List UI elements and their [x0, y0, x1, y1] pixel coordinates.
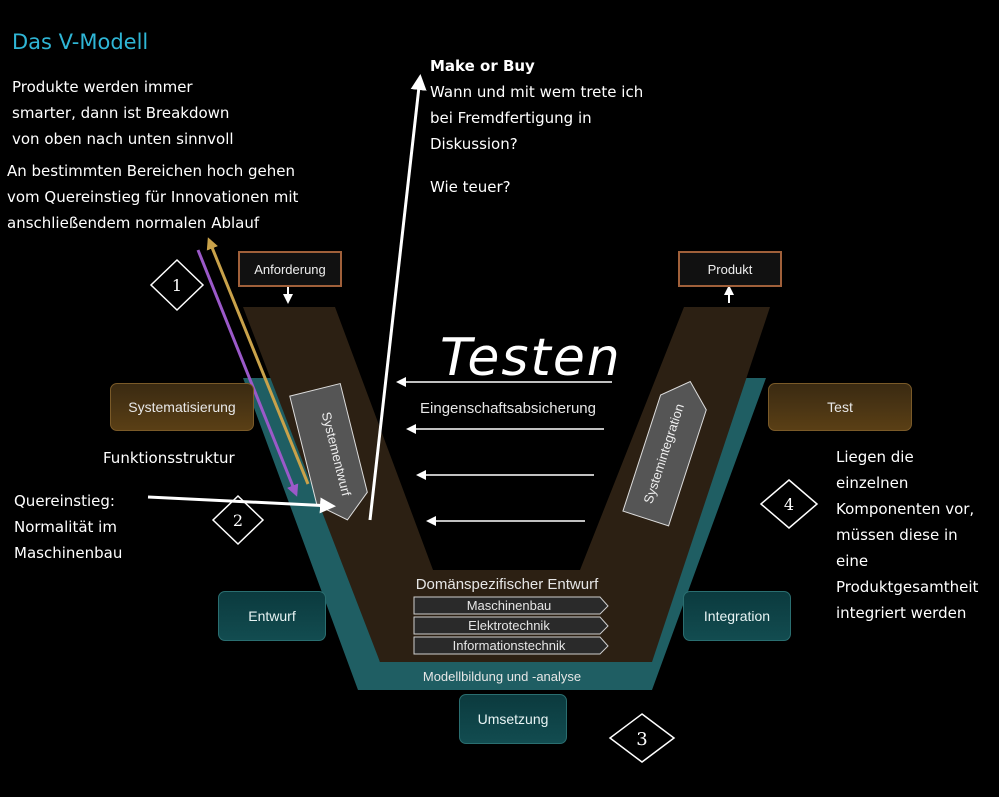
- make-or-buy-heading: Make or Buy: [430, 57, 535, 75]
- purple-arrow: [196, 249, 299, 497]
- systemintegration-shape: [622, 380, 707, 527]
- note-line: Produktgesamtheit: [836, 578, 979, 596]
- note-line: Liegen die: [836, 448, 914, 466]
- marker-1: 1: [172, 276, 182, 295]
- note-line: vom Quereinstieg für Innovationen mit: [7, 188, 299, 206]
- innovation-note: An bestimmten Bereichen hoch gehen vom Q…: [7, 158, 298, 236]
- handwritten-testen: Testen: [440, 328, 622, 388]
- modellbildung-label: Modellbildung und -analyse: [423, 669, 581, 684]
- marker-diamond-3: [608, 713, 676, 763]
- entwurf-box: Entwurf: [218, 591, 326, 641]
- eigenschaftsabsicherung-label: Eingenschaftsabsicherung: [420, 400, 596, 417]
- test-box: Test: [768, 383, 912, 431]
- note-line: Normalität im: [14, 518, 117, 536]
- domain-arrows: [413, 596, 609, 655]
- smart-products-note: Produkte werden immer smarter, dann ist …: [12, 74, 234, 152]
- cost-question: Wie teuer?: [430, 178, 511, 196]
- gold-arrow: [206, 237, 310, 485]
- systementwurf-shape: [289, 382, 368, 521]
- note-line: Diskussion?: [430, 135, 518, 153]
- domain-arrow-shape: [413, 616, 609, 635]
- v-inner-brown: [243, 307, 770, 662]
- integration-box: Integration: [683, 591, 791, 641]
- domain-elektrotechnik: Elektrotechnik: [468, 618, 550, 633]
- note-line: Komponenten vor,: [836, 500, 975, 518]
- domain-heading: Domänspezifischer Entwurf: [416, 576, 599, 593]
- note-line: einzelnen: [836, 474, 909, 492]
- marker-4: 4: [784, 495, 794, 514]
- make-or-buy-arrow: [368, 74, 427, 521]
- note-line: anschließendem normalen Ablauf: [7, 214, 260, 232]
- systematisierung-box: Systematisierung: [110, 383, 254, 431]
- note-line: Wann und mit wem trete ich: [430, 83, 644, 101]
- domain-maschinenbau: Maschinenbau: [467, 598, 552, 613]
- marker-diamond-1: [149, 258, 205, 312]
- note-line: Quereinstieg:: [14, 492, 115, 510]
- anforderung-box: Anforderung: [238, 251, 342, 287]
- domain-informationstechnik: Informationstechnik: [453, 638, 566, 653]
- quereinstieg-note: Quereinstieg: Normalität im Maschinenbau: [14, 488, 122, 566]
- make-or-buy-note: Make or Buy Wann und mit wem trete ich b…: [430, 53, 643, 157]
- umsetzung-box: Umsetzung: [459, 694, 567, 744]
- page-title: Das V-Modell: [12, 30, 149, 54]
- integration-note: Liegen die einzelnen Komponenten vor, mü…: [836, 444, 978, 626]
- note-line: von oben nach unten sinnvoll: [12, 130, 234, 148]
- produkt-box: Produkt: [678, 251, 782, 287]
- marker-3: 3: [636, 729, 647, 750]
- note-line: An bestimmten Bereichen hoch gehen: [7, 162, 295, 180]
- marker-diamond-4: [759, 479, 819, 529]
- quereinstieg-arrow: [147, 495, 336, 514]
- marker-2: 2: [233, 511, 243, 530]
- domain-arrow-shape: [413, 636, 609, 655]
- note-line: smarter, dann ist Breakdown: [12, 104, 230, 122]
- note-line: bei Fremdfertigung in: [430, 109, 592, 127]
- domain-arrow-shape: [413, 596, 609, 615]
- note-line: Produkte werden immer: [12, 78, 193, 96]
- note-line: eine: [836, 552, 869, 570]
- note-line: integriert werden: [836, 604, 967, 622]
- funktionsstruktur-label: Funktionsstruktur: [103, 449, 235, 467]
- note-line: müssen diese in: [836, 526, 958, 544]
- note-line: Maschinenbau: [14, 544, 123, 562]
- marker-diamond-2: [211, 494, 265, 546]
